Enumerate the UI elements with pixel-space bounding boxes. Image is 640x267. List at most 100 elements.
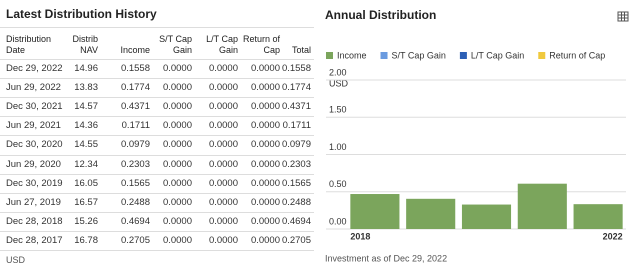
bar — [517, 183, 567, 229]
value-cell: 0.0000 — [250, 215, 280, 227]
value-cell: 16.57 — [74, 196, 98, 208]
value-cell: 0.1774 — [281, 82, 311, 94]
date-cell: Jun 29, 2021 — [6, 120, 61, 132]
value-cell: 14.55 — [74, 139, 98, 151]
value-cell: 0.0000 — [162, 101, 192, 113]
value-cell: 12.34 — [74, 158, 98, 170]
value-cell: 0.0000 — [250, 196, 280, 208]
x-tick-label: 2022 — [603, 231, 623, 241]
date-cell: Dec 30, 2019 — [6, 177, 63, 189]
value-cell: 0.0000 — [162, 139, 192, 151]
value-cell: 0.4694 — [120, 215, 150, 227]
value-cell: 0.2303 — [120, 158, 150, 170]
row-separator — [0, 211, 314, 213]
column-header: Total — [291, 45, 311, 55]
legend-swatch — [459, 52, 467, 59]
value-cell: 0.0000 — [162, 120, 192, 132]
value-cell: 0.4694 — [281, 215, 311, 227]
date-cell: Jun 29, 2022 — [6, 82, 61, 94]
date-cell: Dec 30, 2020 — [6, 139, 63, 151]
row-separator — [0, 192, 314, 194]
value-cell: 0.0000 — [162, 82, 192, 94]
bar — [573, 204, 623, 229]
value-cell: 16.78 — [74, 234, 98, 246]
value-cell: 0.1558 — [120, 63, 150, 74]
table-title: Latest Distribution History — [6, 7, 157, 21]
value-cell: 0.0000 — [208, 120, 238, 132]
value-cell: 0.0000 — [162, 215, 192, 227]
date-cell: Dec 30, 2021 — [6, 101, 63, 113]
value-cell: 15.26 — [74, 215, 98, 227]
value-cell: 0.0000 — [208, 101, 238, 113]
value-cell: 16.05 — [74, 177, 98, 189]
bar — [406, 198, 456, 229]
value-cell: 0.0000 — [250, 82, 280, 94]
value-cell: 0.0000 — [162, 158, 192, 170]
date-cell: Dec 29, 2022 — [6, 63, 63, 74]
value-cell: 0.0000 — [208, 158, 238, 170]
value-cell: 0.0000 — [208, 177, 238, 189]
value-cell: 0.2705 — [120, 234, 150, 246]
column-header: S/T Cap Gain — [159, 34, 192, 55]
legend-label: Return of Cap — [549, 50, 605, 60]
value-cell: 0.2488 — [120, 196, 150, 208]
y-tick-label: 1.50 — [329, 105, 347, 115]
row-separator — [0, 230, 314, 232]
value-cell: 0.0000 — [208, 234, 238, 246]
column-header: L/T Cap Gain — [206, 34, 238, 55]
distribution-history-panel: Latest Distribution History USD Distribu… — [0, 0, 314, 267]
value-cell: 0.0979 — [120, 139, 150, 151]
bar — [461, 204, 512, 229]
row-separator — [0, 135, 314, 137]
value-cell: 0.1711 — [282, 120, 311, 132]
value-cell: 0.1774 — [120, 82, 150, 94]
date-cell: Jun 27, 2019 — [6, 196, 61, 208]
y-tick-label: 2.00 — [329, 67, 347, 77]
table-bottom-rule — [0, 250, 314, 251]
bar — [350, 194, 400, 229]
table-footnote: USD — [6, 255, 26, 265]
value-cell: 0.0000 — [162, 177, 192, 189]
value-cell: 0.4371 — [281, 101, 311, 113]
row-separator — [0, 154, 314, 156]
table-view-icon[interactable] — [617, 11, 629, 22]
legend-label: Income — [337, 50, 367, 60]
row-separator — [0, 78, 314, 80]
legend-swatch — [326, 52, 333, 59]
row-separator — [0, 116, 314, 118]
date-cell: Dec 28, 2017 — [6, 234, 63, 246]
value-cell: 0.0000 — [162, 234, 192, 246]
column-header: Distrib NAV — [72, 34, 98, 55]
date-cell: Dec 28, 2018 — [6, 215, 63, 227]
value-cell: 14.57 — [74, 101, 98, 113]
column-header: Distribution Date — [6, 34, 52, 55]
value-cell: 0.0000 — [208, 139, 238, 151]
y-tick-label: 0.50 — [329, 179, 347, 189]
value-cell: 0.0000 — [250, 120, 280, 132]
value-cell: 0.0000 — [250, 158, 280, 170]
value-cell: 0.2488 — [281, 196, 311, 208]
y-tick-label: 1.00 — [329, 142, 347, 152]
value-cell: 0.0000 — [250, 234, 280, 246]
column-header: Income — [120, 45, 150, 55]
legend-swatch — [380, 52, 388, 59]
legend-label: L/T Cap Gain — [471, 50, 524, 60]
date-cell: Jun 29, 2020 — [6, 158, 61, 170]
value-cell: 0.0000 — [250, 139, 280, 151]
row-separator — [0, 59, 314, 60]
x-tick-label: 2018 — [350, 231, 370, 241]
row-separator — [0, 97, 314, 99]
value-cell: 0.0000 — [208, 196, 238, 208]
legend-label: S/T Cap Gain — [392, 50, 446, 60]
value-cell: 0.0000 — [208, 63, 238, 74]
value-cell: 0.0000 — [250, 177, 280, 189]
value-cell: 0.0000 — [208, 215, 238, 227]
value-cell: 0.1558 — [281, 63, 311, 74]
value-cell: 14.36 — [74, 120, 98, 132]
value-cell: 0.0000 — [162, 196, 192, 208]
value-cell: 14.96 — [74, 63, 98, 74]
value-cell: 0.4371 — [120, 101, 150, 113]
value-cell: 0.1565 — [281, 177, 311, 189]
value-cell: 0.0979 — [281, 139, 311, 151]
chart: Annual Distribution USD Investment as of… — [325, 8, 629, 263]
